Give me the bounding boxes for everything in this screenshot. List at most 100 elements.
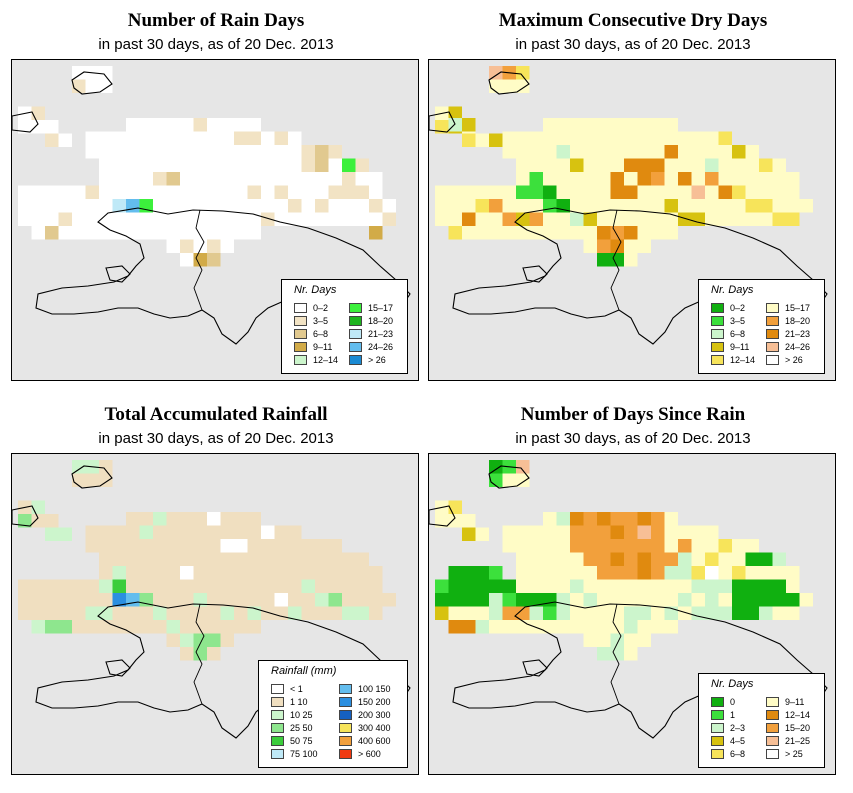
- grid-cell: [72, 593, 86, 607]
- grid-cell: [207, 118, 221, 132]
- grid-cell: [786, 212, 800, 226]
- grid-cell: [31, 120, 45, 134]
- grid-cell: [85, 606, 99, 620]
- legend-swatch: [766, 303, 779, 313]
- grid-cell: [718, 579, 732, 593]
- grid-cell: [583, 633, 597, 647]
- grid-cell: [475, 199, 489, 213]
- grid-cell: [247, 593, 261, 607]
- grid-cell: [220, 593, 234, 607]
- grid-cell: [651, 566, 665, 580]
- grid-cell: [234, 620, 248, 634]
- national-border: [610, 209, 622, 311]
- grid-cell: [193, 118, 207, 132]
- legend-label: 21–23: [368, 329, 394, 339]
- grid-cell: [759, 593, 773, 607]
- grid-cell: [664, 131, 678, 145]
- grid-cell: [745, 185, 759, 199]
- grid-cell: [705, 579, 719, 593]
- grid-cell: [651, 185, 665, 199]
- grid-cell: [475, 606, 489, 620]
- grid-cell: [516, 66, 530, 80]
- grid-cell: [166, 226, 180, 240]
- grid-cell: [624, 566, 638, 580]
- grid-cell: [745, 579, 759, 593]
- grid-cell: [556, 539, 570, 553]
- grid-cell: [678, 593, 692, 607]
- grid-cell: [261, 593, 275, 607]
- coastline: [105, 659, 131, 677]
- grid-cell: [193, 647, 207, 661]
- grid-cell: [153, 512, 167, 526]
- grid-cell: [448, 185, 462, 199]
- grid-cell: [180, 131, 194, 145]
- grid-cell: [369, 606, 383, 620]
- grid-cell: [529, 145, 543, 159]
- grid-cell: [72, 620, 86, 634]
- grid-cell: [637, 199, 651, 213]
- grid-cell: [166, 593, 180, 607]
- grid-cell: [220, 552, 234, 566]
- grid-cell: [624, 158, 638, 172]
- grid-cell: [220, 539, 234, 553]
- grid-cell: [799, 199, 813, 213]
- grid-cell: [328, 552, 342, 566]
- grid-cell: [502, 525, 516, 539]
- grid-cell: [435, 606, 449, 620]
- grid-cell: [745, 566, 759, 580]
- panel-title: Number of Rain Days: [127, 10, 305, 31]
- grid-cell: [624, 185, 638, 199]
- grid-cell: [624, 606, 638, 620]
- grid-cell: [772, 579, 786, 593]
- grid-cell: [139, 512, 153, 526]
- grid-cell: [220, 606, 234, 620]
- grid-cell: [705, 145, 719, 159]
- grid-cell: [637, 226, 651, 240]
- grid-cell: [435, 514, 449, 528]
- grid-cell: [220, 185, 234, 199]
- grid-cell: [180, 158, 194, 172]
- legend: Rainfall (mm) < 1 1 10 10 25 25 50 50 75 75 10…: [258, 660, 408, 768]
- grid-cell: [462, 606, 476, 620]
- grid-cell: [516, 566, 530, 580]
- grid-cell: [448, 593, 462, 607]
- grid-cell: [261, 185, 275, 199]
- grid-cell: [207, 199, 221, 213]
- grid-cell: [139, 620, 153, 634]
- legend-label: 6–8: [313, 329, 329, 339]
- grid-cell: [369, 593, 383, 607]
- grid-cell: [99, 579, 113, 593]
- grid-cell: [112, 579, 126, 593]
- grid-cell: [31, 185, 45, 199]
- grid-cell: [705, 172, 719, 186]
- grid-cell: [597, 579, 611, 593]
- grid-cell: [637, 239, 651, 253]
- grid-cell: [678, 199, 692, 213]
- grid-cell: [516, 579, 530, 593]
- grid-cell: [637, 552, 651, 566]
- grid-cell: [328, 199, 342, 213]
- grid-cell: [583, 212, 597, 226]
- grid-cell: [369, 172, 383, 186]
- grid-cell: [624, 199, 638, 213]
- grid-cell: [261, 606, 275, 620]
- grid-cell: [274, 539, 288, 553]
- grid-cell: [664, 145, 678, 159]
- legend-label: 200 300: [358, 710, 391, 720]
- grid-cell: [301, 552, 315, 566]
- grid-cell: [516, 473, 530, 487]
- grid-cell: [772, 158, 786, 172]
- grid-cell: [624, 539, 638, 553]
- grid-cell: [58, 579, 72, 593]
- grid-cell: [502, 539, 516, 553]
- legend-swatch: [766, 736, 779, 746]
- grid-cell: [786, 172, 800, 186]
- grid-cell: [18, 185, 32, 199]
- grid-cell: [315, 145, 329, 159]
- grid-cell: [651, 158, 665, 172]
- grid-cell: [543, 199, 557, 213]
- grid-cell: [502, 473, 516, 487]
- grid-cell: [261, 566, 275, 580]
- grid-cell: [355, 579, 369, 593]
- grid-cell: [355, 158, 369, 172]
